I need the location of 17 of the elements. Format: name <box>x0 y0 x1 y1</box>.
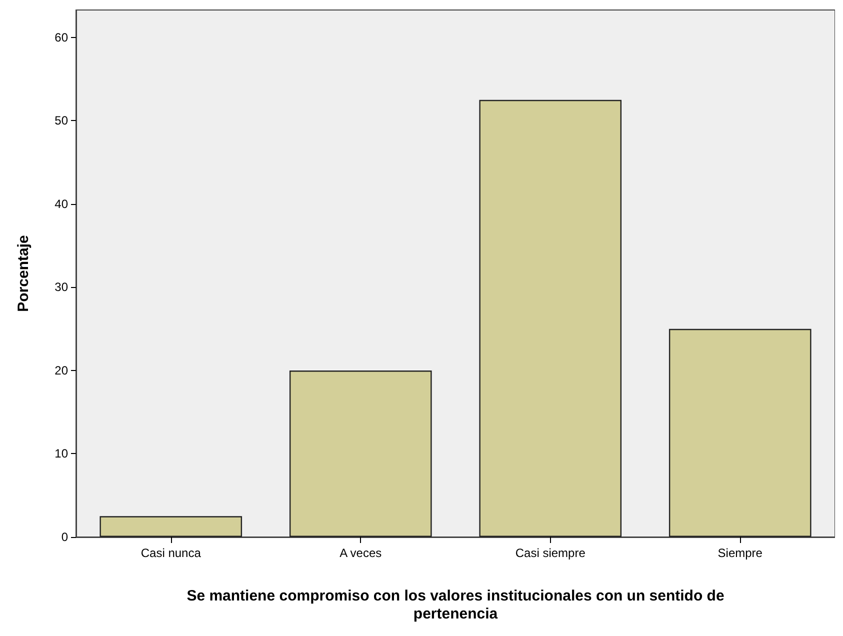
y-tick-label: 30 <box>54 280 68 294</box>
x-tick-label: Siempre <box>718 546 763 560</box>
y-tick-label: 0 <box>61 530 68 544</box>
y-tick-label: 40 <box>54 196 68 211</box>
bar <box>479 100 622 537</box>
x-tick-label: Casi siempre <box>515 546 586 560</box>
bar <box>289 370 432 537</box>
y-axis-title: Porcentaje <box>15 235 32 312</box>
y-tick-label: 20 <box>54 363 68 378</box>
x-tick-label: Casi nunca <box>140 546 202 560</box>
y-tick-label: 10 <box>54 446 68 461</box>
x-axis-title: Se mantiene compromiso con los valores institucionales con un sentido de pertenencia <box>186 588 724 622</box>
x-tick-label: A veces <box>340 546 382 560</box>
bar <box>100 516 242 537</box>
y-tick-label: 60 <box>54 30 68 44</box>
y-tick-label: 50 <box>54 114 68 128</box>
bar <box>668 328 812 537</box>
